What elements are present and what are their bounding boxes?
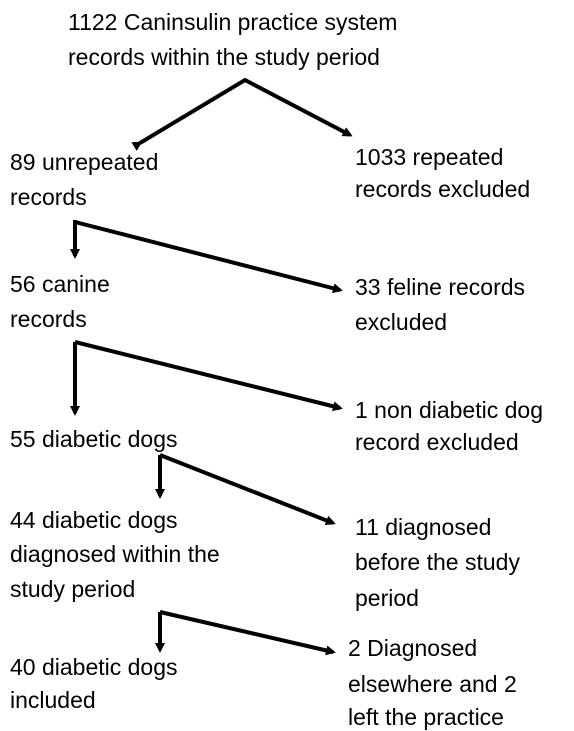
node-text: 11 diagnosed: [355, 514, 491, 540]
node-text: period: [355, 585, 419, 611]
node-text: elsewhere and 2: [348, 671, 517, 697]
node-text: 44 diabetic dogs: [10, 507, 178, 533]
node-text: records within the study period: [68, 44, 380, 70]
node-text: 1033 repeated: [355, 144, 503, 170]
node-text: 1122 Caninsulin practice system: [68, 9, 397, 35]
arrow: [74, 340, 343, 412]
arrow: [131, 77, 353, 151]
arrows: [70, 77, 353, 656]
node-text: study period: [10, 576, 135, 602]
node-text: 2 Diagnosed: [348, 635, 477, 661]
node-text: diagnosed within the: [10, 541, 220, 567]
node-text: 40 diabetic dogs: [10, 654, 178, 680]
node-text: records: [10, 184, 87, 210]
node-text: 55 diabetic dogs: [10, 426, 178, 452]
arrow: [159, 610, 336, 656]
node-text: excluded: [355, 309, 447, 335]
node-text: record excluded: [355, 429, 519, 455]
node-text: before the study: [355, 549, 520, 575]
arrow: [74, 220, 343, 294]
node-text: left the practice: [348, 704, 504, 730]
node-text: records excluded: [355, 176, 530, 202]
node-text: included: [10, 687, 96, 713]
node-text: 56 canine: [10, 271, 110, 297]
node-text: records: [10, 306, 87, 332]
node-text: 89 unrepeated: [10, 149, 158, 175]
arrow: [159, 453, 336, 526]
node-text: 1 non diabetic dog: [355, 397, 543, 423]
node-text: 33 feline records: [355, 274, 525, 300]
